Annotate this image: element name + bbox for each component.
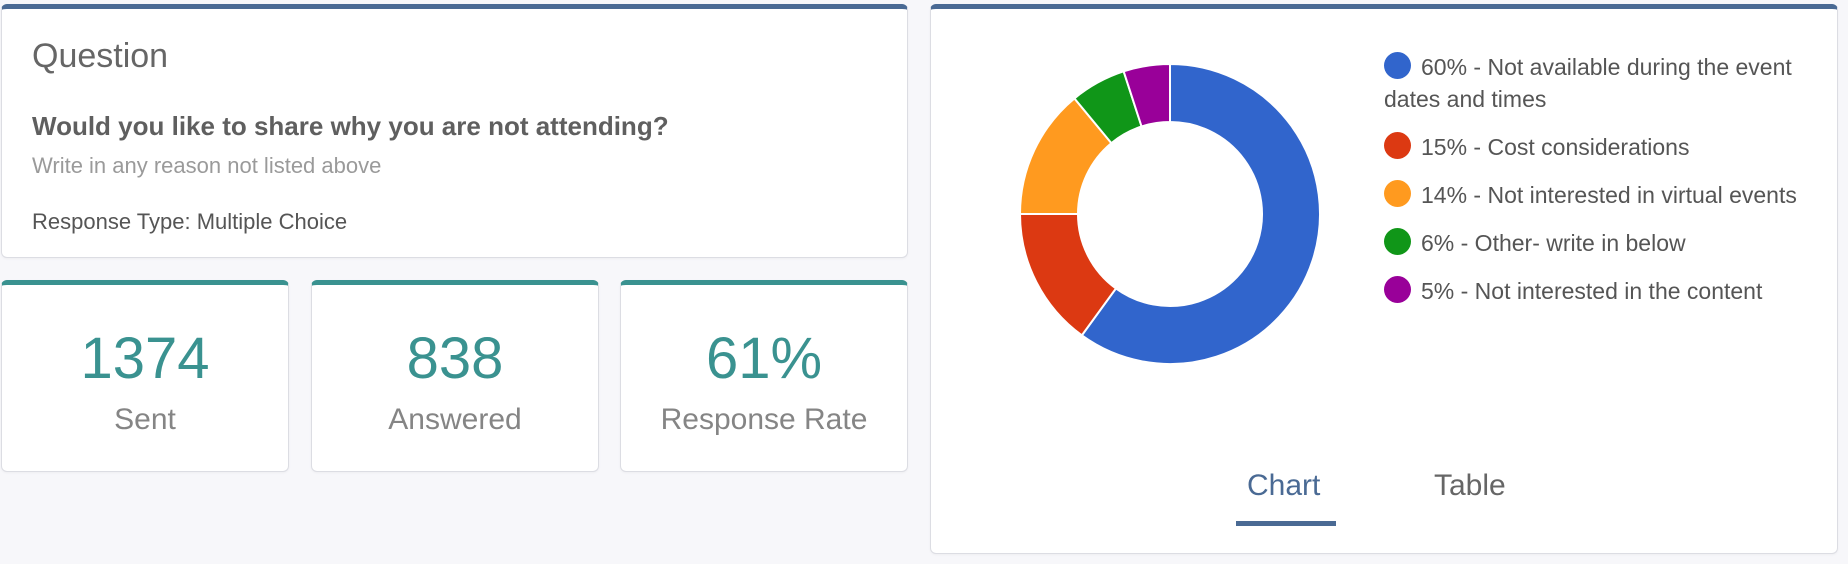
legend-item[interactable]: 5% - Not interested in the content: [1384, 275, 1804, 307]
legend-item[interactable]: 15% - Cost considerations: [1384, 131, 1804, 163]
active-tab-indicator: [1236, 521, 1336, 526]
response-rate-label: Response Rate: [660, 403, 868, 436]
legend-swatch: [1384, 52, 1411, 79]
question-text: Would you like to share why you are not …: [32, 111, 669, 141]
legend-item[interactable]: 14% - Not interested in virtual events: [1384, 179, 1804, 211]
legend-swatch: [1384, 132, 1411, 159]
legend-label: 15% - Cost considerations: [1421, 134, 1690, 160]
donut-slice[interactable]: [1122, 62, 1171, 128]
legend-item[interactable]: 60% - Not available during the event dat…: [1384, 51, 1804, 115]
tab-chart[interactable]: Chart: [1247, 469, 1321, 502]
answered-label: Answered: [388, 403, 522, 436]
stat-card-response-rate: 61% Response Rate: [620, 280, 908, 472]
legend-item[interactable]: 6% - Other- write in below: [1384, 227, 1804, 259]
legend-swatch: [1384, 180, 1411, 207]
legend-swatch: [1384, 228, 1411, 255]
legend-label: 5% - Not interested in the content: [1421, 278, 1763, 304]
stat-card-sent: 1374 Sent: [1, 280, 289, 472]
question-card: Question Would you like to share why you…: [1, 4, 908, 258]
question-heading: Question: [32, 37, 169, 75]
sent-label: Sent: [114, 403, 176, 436]
sent-count: 1374: [80, 326, 210, 391]
donut-chart: [1018, 62, 1321, 365]
legend-label: 6% - Other- write in below: [1421, 230, 1686, 256]
legend-label: 14% - Not interested in virtual events: [1421, 182, 1797, 208]
answered-count: 838: [406, 326, 504, 391]
legend-swatch: [1384, 276, 1411, 303]
question-subtext: Write in any reason not listed above: [32, 153, 382, 178]
response-rate-value: 61%: [705, 326, 823, 391]
chart-card: 60% - Not available during the event dat…: [930, 4, 1838, 554]
legend-label: 60% - Not available during the event dat…: [1384, 54, 1792, 112]
chart-legend: 60% - Not available during the event dat…: [1384, 51, 1804, 323]
stat-card-answered: 838 Answered: [311, 280, 599, 472]
tab-table[interactable]: Table: [1434, 469, 1506, 502]
donut-slice[interactable]: [1080, 62, 1321, 365]
response-type: Response Type: Multiple Choice: [32, 209, 348, 234]
